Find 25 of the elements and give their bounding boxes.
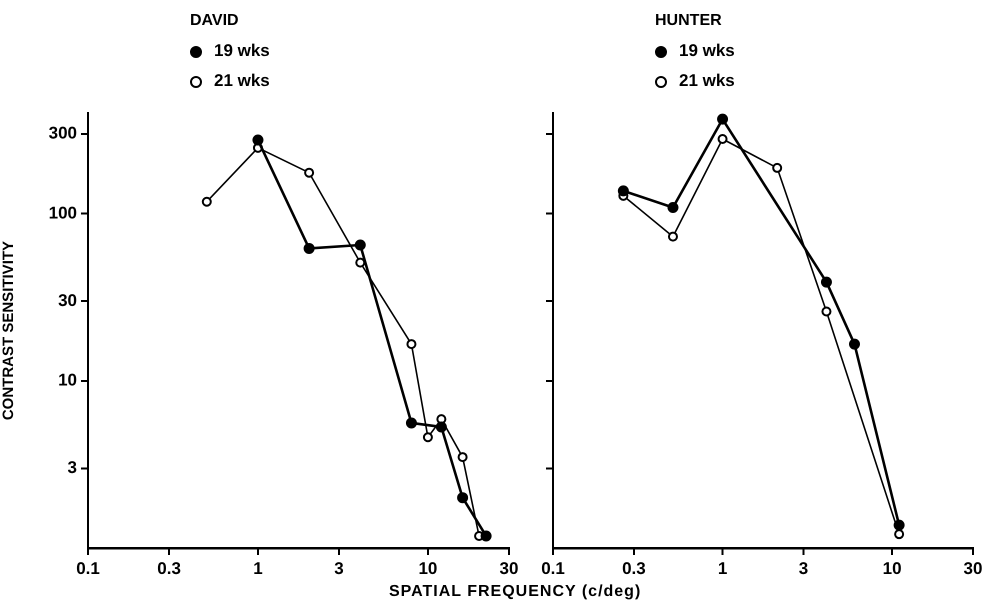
- legend-label: 19 wks: [679, 41, 735, 60]
- x-tick-label: 30: [500, 558, 518, 578]
- x-tick-label: 1: [253, 558, 263, 578]
- chart-title: DAVID: [190, 11, 240, 31]
- y-tick-label: 3: [68, 458, 77, 477]
- x-tick-label: 0.3: [622, 558, 646, 578]
- legend-label: 21 wks: [679, 71, 735, 90]
- y-axis-title: CONTRAST SENSITIVITY: [0, 240, 18, 420]
- y-tick-label: 300: [48, 124, 77, 143]
- x-axis-title: SPATIAL FREQUENCY (c/deg): [389, 583, 642, 601]
- legend-label: 19 wks: [214, 41, 270, 60]
- y-tick-label: 30: [58, 290, 77, 310]
- x-tick-label: 10: [418, 558, 438, 578]
- x-tick-label: 30: [964, 558, 982, 578]
- x-tick-label: 0.1: [76, 558, 100, 578]
- legend-label: 21 wks: [214, 71, 270, 90]
- x-tick-label: 0.3: [157, 558, 181, 578]
- x-tick-label: 1: [718, 558, 728, 578]
- x-tick-label: 3: [334, 558, 344, 578]
- y-tick-label: 100: [48, 203, 77, 222]
- chart-title: HUNTER: [655, 11, 723, 31]
- x-tick-label: 3: [798, 558, 808, 578]
- x-tick-label: 10: [882, 558, 902, 578]
- x-tick-label: 0.1: [541, 558, 565, 578]
- y-tick-label: 10: [58, 370, 77, 390]
